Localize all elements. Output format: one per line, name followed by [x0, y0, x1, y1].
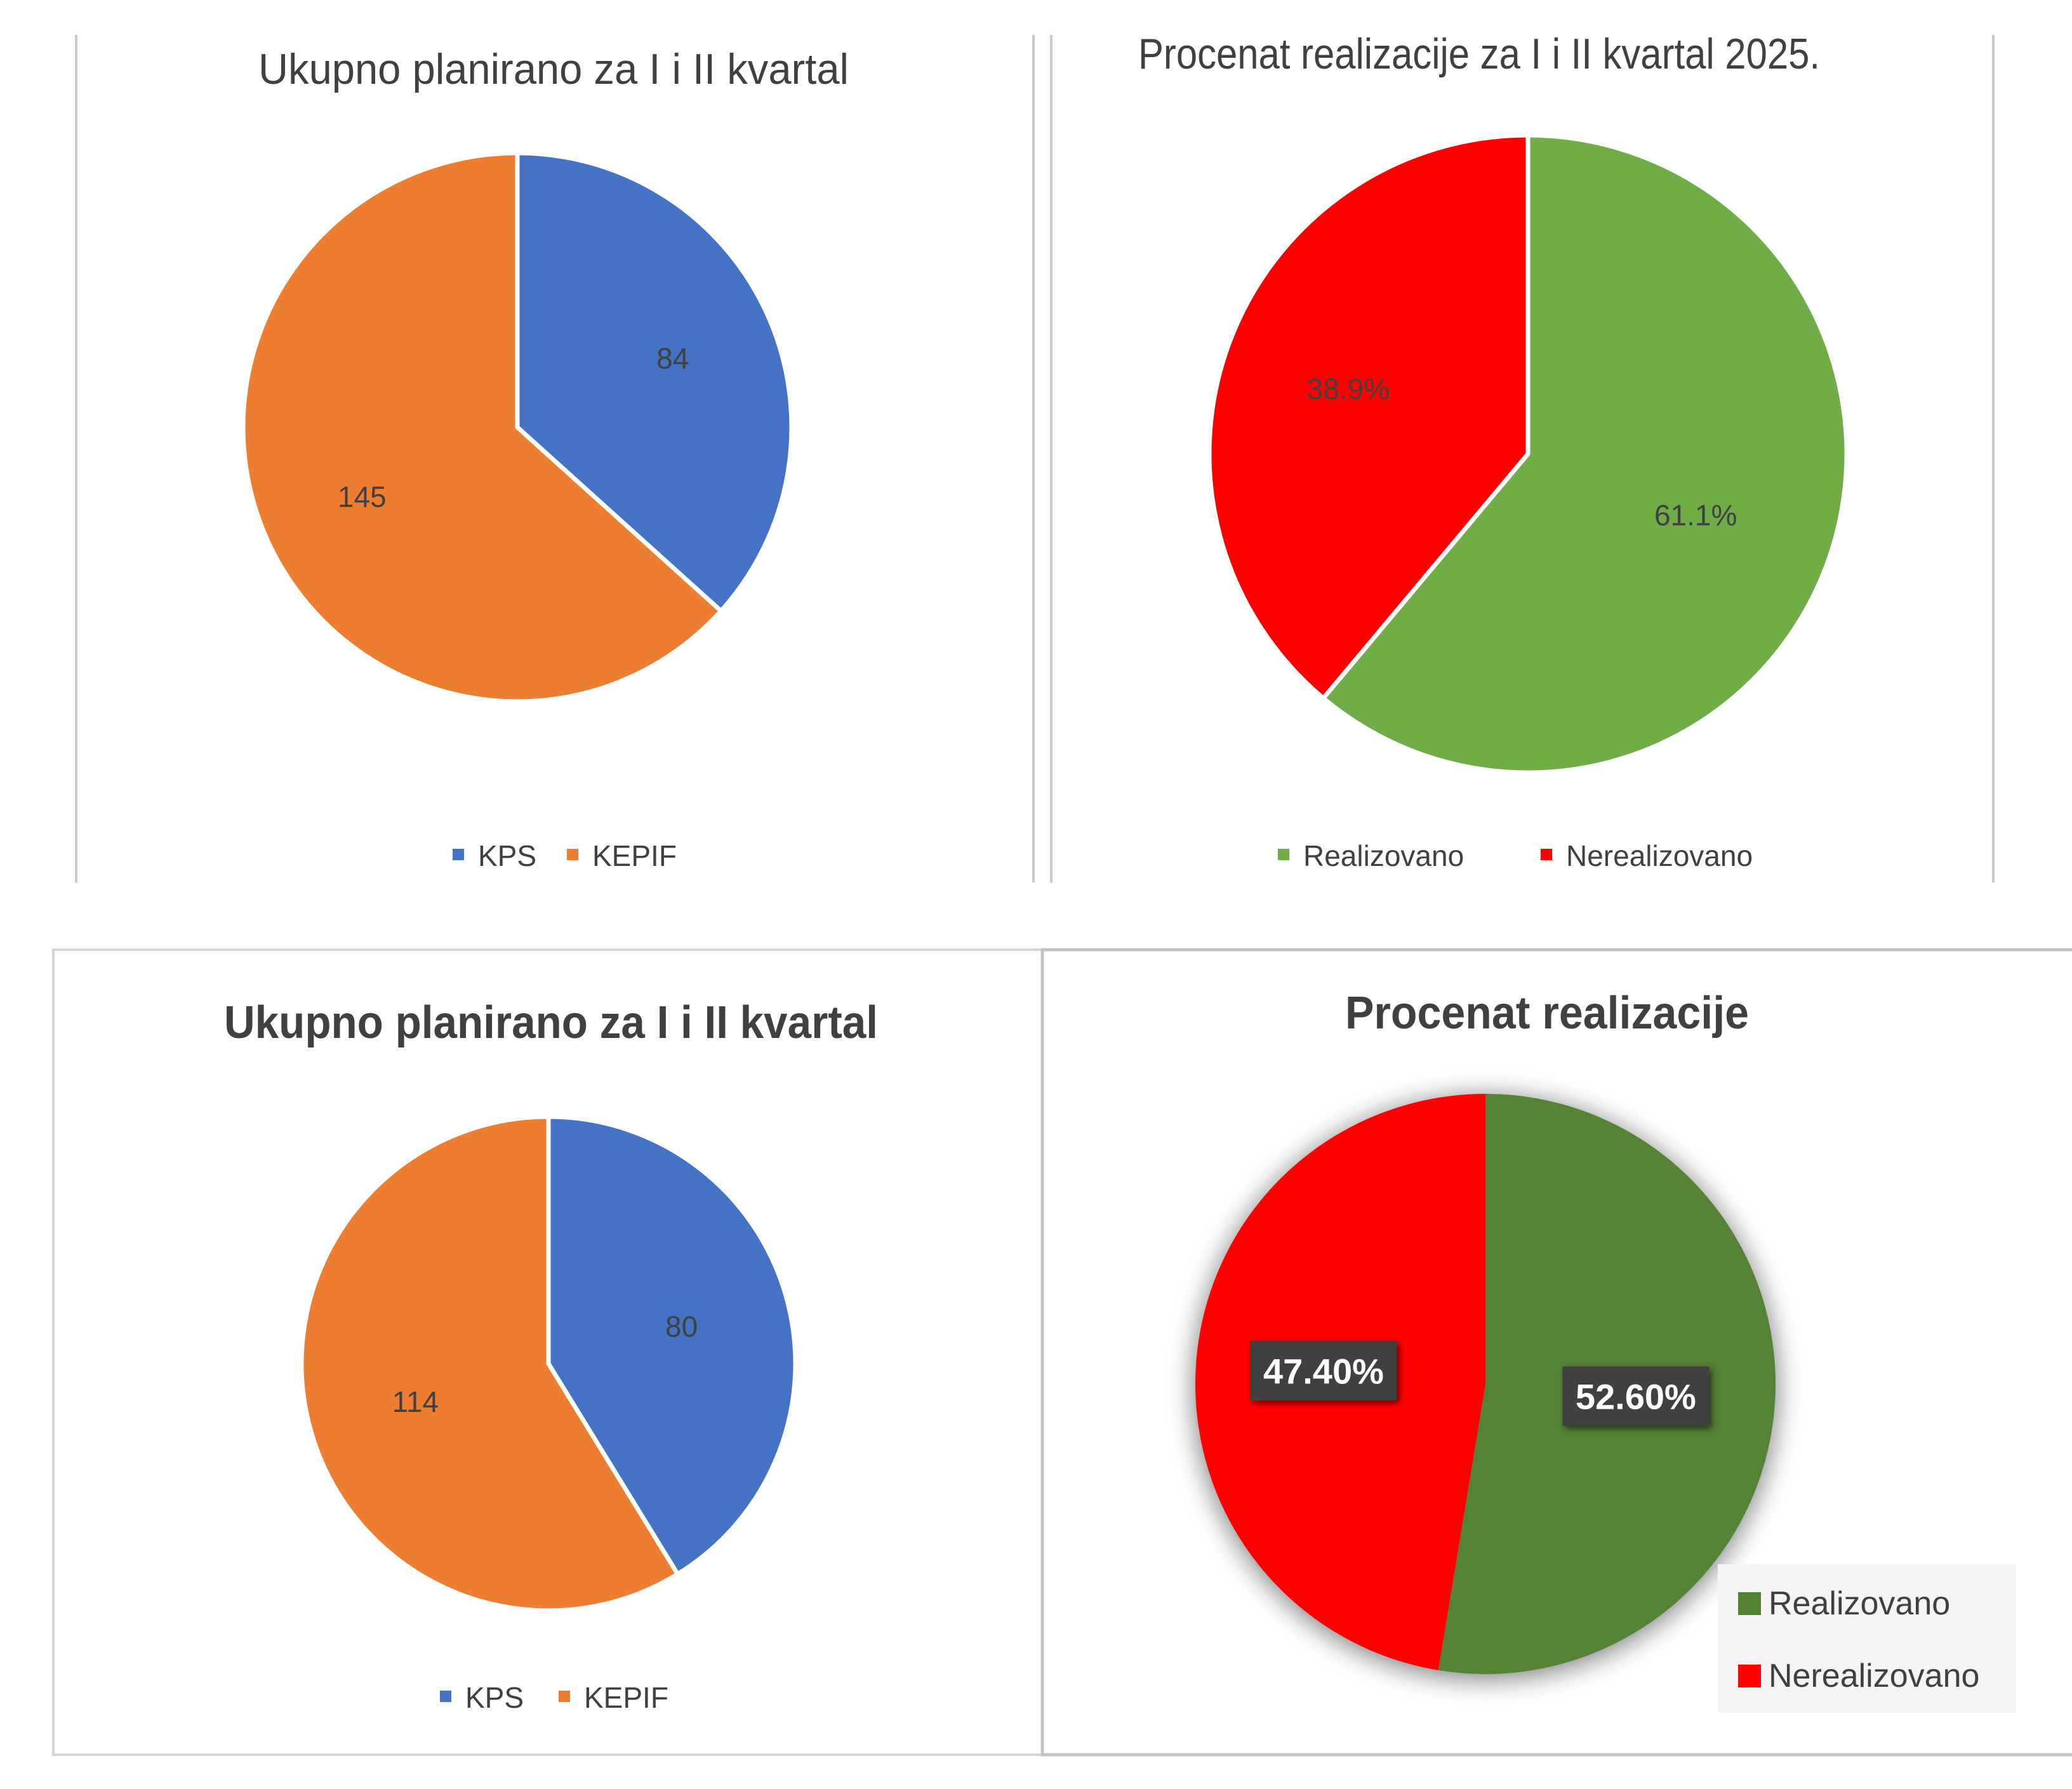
data-label-box [1562, 1366, 1710, 1427]
pie-slice-nerealizovano [1207, 133, 1531, 701]
legend-swatch-kepif [559, 1691, 570, 1702]
data-label: 145 [338, 480, 387, 513]
data-label: 80 [665, 1310, 698, 1343]
chart-title: Ukupno planirano za I i II kvartal [224, 997, 878, 1048]
pie-chart-realization-2: 52.60% 47.40% [1195, 1094, 1776, 1674]
chart-title: Ukupno planirano za I i II kvartal [258, 45, 849, 93]
panel-border [1040, 948, 2072, 1757]
chart-title: Procenat realizacije za I i II kvartal 2… [1138, 30, 1820, 78]
data-label: 52.60% [1576, 1377, 1696, 1417]
legend-swatch-nerealizovano [1541, 849, 1552, 860]
legend-label: KPS [465, 1681, 524, 1714]
legend-label: KEPIF [592, 839, 677, 872]
pie-chart-planned-1: 84 145 [241, 150, 794, 704]
legend-swatch-kps [440, 1691, 451, 1702]
pie-chart-realization-1: 61.1% 38.9% [1207, 133, 1849, 775]
legend-label: Nerealizovano [1769, 1658, 1979, 1694]
legend-background [1718, 1564, 2016, 1713]
data-label: 84 [656, 342, 689, 375]
pie-slices [1207, 133, 1849, 775]
data-label-box [1250, 1341, 1397, 1401]
pie-slice-realizovano [1321, 133, 1849, 775]
pie-chart-planned-2: 80 114 [299, 1114, 798, 1613]
pie-slice-kepif [241, 150, 724, 704]
data-label: 47.40% [1263, 1351, 1384, 1391]
legend: Realizovano Nerealizovano [1718, 1564, 2016, 1713]
legend-label: KPS [478, 839, 536, 872]
legend: KPS KEPIF [440, 1681, 668, 1714]
data-label: 61.1% [1654, 499, 1737, 532]
data-label: 38.9% [1307, 373, 1390, 406]
pie-slices [241, 150, 794, 704]
legend-label: Nerealizovano [1566, 839, 1753, 872]
legend-swatch-kepif [567, 849, 578, 860]
pie-slice-kps [546, 1114, 798, 1577]
pie-slice-kepif [299, 1114, 681, 1613]
legend-label: Realizovano [1769, 1585, 1950, 1622]
legend-label: Realizovano [1303, 839, 1464, 872]
legend: Realizovano Nerealizovano [1278, 839, 1753, 872]
data-label: 114 [392, 1385, 439, 1418]
pie-slice-kps [515, 150, 794, 613]
legend-swatch-kps [453, 849, 464, 860]
legend-label: KEPIF [584, 1681, 668, 1714]
legend-swatch-nerealizovano [1738, 1665, 1761, 1687]
legend: KPS KEPIF [453, 839, 677, 872]
legend-swatch-realizovano [1738, 1592, 1761, 1615]
legend-swatch-realizovano [1278, 849, 1289, 860]
chart-title: Procenat realizacije [1345, 988, 1749, 1039]
pie-slices [299, 1114, 798, 1613]
